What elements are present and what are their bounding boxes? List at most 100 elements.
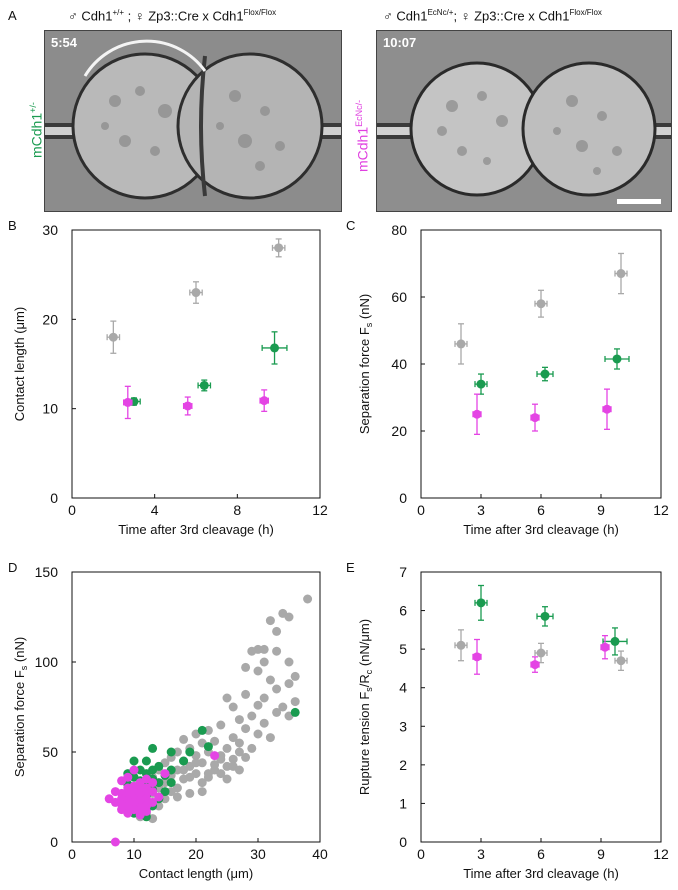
- data-point: [472, 409, 482, 419]
- plot-frame: [420, 229, 662, 499]
- female-symbol: ♀: [134, 8, 145, 24]
- data-point: [110, 837, 120, 847]
- data-point: [234, 747, 244, 757]
- data-point: [540, 369, 550, 379]
- plot-frame: [420, 571, 662, 843]
- data-point: [210, 736, 220, 746]
- series-magenta: [123, 385, 269, 420]
- side-label-left: mCdh1+/-: [28, 102, 45, 158]
- y-tick-label: 0: [50, 834, 58, 850]
- y-tick-label: 1: [399, 795, 407, 811]
- data-point: [185, 772, 195, 782]
- data-point: [179, 765, 189, 775]
- y-tick-label: 150: [35, 564, 59, 580]
- panel-label-d: D: [8, 560, 18, 575]
- data-point: [228, 702, 238, 712]
- data-point: [602, 404, 612, 414]
- data-point: [265, 733, 275, 743]
- data-point: [191, 288, 201, 298]
- data-point: [303, 594, 313, 604]
- x-tick-label: 9: [597, 502, 605, 518]
- data-point: [530, 413, 540, 423]
- data-point: [172, 747, 182, 757]
- data-point: [290, 707, 300, 717]
- data-point: [290, 671, 300, 681]
- data-point: [616, 656, 626, 666]
- series-green: [474, 348, 630, 395]
- data-point: [270, 343, 280, 353]
- data-point: [476, 598, 486, 608]
- data-point: [241, 689, 251, 699]
- series-magenta: [104, 751, 220, 847]
- micrograph-left: 5:54: [44, 30, 342, 212]
- panel-label-c: C: [346, 218, 356, 233]
- data-point: [216, 720, 226, 730]
- data-point: [476, 379, 486, 389]
- x-tick-label: 3: [477, 846, 485, 862]
- data-point: [203, 725, 213, 735]
- data-point: [234, 738, 244, 748]
- series-magenta: [472, 388, 612, 436]
- y-tick-label: 20: [42, 311, 58, 327]
- data-point: [278, 702, 288, 712]
- data-point: [253, 729, 263, 739]
- data-point: [241, 724, 251, 734]
- x-tick-label: 9: [597, 846, 605, 862]
- data-point: [241, 662, 251, 672]
- data-point: [247, 646, 257, 656]
- data-point: [265, 616, 275, 626]
- data-point: [259, 693, 269, 703]
- y-tick-label: 10: [42, 401, 58, 417]
- y-tick-label: 20: [391, 423, 407, 439]
- data-point: [290, 697, 300, 707]
- data-point: [228, 754, 238, 764]
- x-tick-label: 8: [233, 502, 241, 518]
- data-point: [108, 332, 118, 342]
- data-point: [234, 715, 244, 725]
- data-point: [284, 612, 294, 622]
- data-point: [612, 354, 622, 364]
- x-tick-label: 12: [312, 502, 328, 518]
- time-stamp-right: 10:07: [383, 35, 417, 50]
- x-axis-label: Time after 3rd cleavage (h): [463, 522, 619, 537]
- data-point: [274, 243, 284, 253]
- data-point: [234, 765, 244, 775]
- panel-label-a: A: [8, 8, 17, 23]
- right-genotype-label: ♂ Cdh1EcNc/+; ♀ Zp3::Cre x Cdh1Flox/Flox: [383, 8, 602, 24]
- y-tick-label: 40: [391, 356, 407, 372]
- plot-frame: [71, 229, 321, 499]
- data-point: [600, 642, 610, 652]
- data-point: [197, 778, 207, 788]
- series-gray: [454, 629, 628, 672]
- series-gray: [129, 594, 313, 824]
- data-point: [166, 747, 176, 757]
- y-tick-label: 0: [399, 490, 407, 506]
- male-symbol: ♂: [383, 8, 393, 24]
- data-point: [172, 792, 182, 802]
- x-tick-label: 0: [68, 846, 76, 862]
- x-tick-label: 12: [653, 502, 669, 518]
- data-point: [179, 734, 189, 744]
- data-point: [247, 743, 257, 753]
- female-symbol: ♀: [460, 8, 471, 24]
- data-point: [222, 774, 232, 784]
- data-point: [160, 787, 170, 797]
- micrograph-right: 10:07: [376, 30, 672, 212]
- data-point: [203, 772, 213, 782]
- side-label-right: mCdh1EcNc/-: [354, 99, 371, 172]
- data-point: [123, 808, 133, 818]
- series-green: [474, 584, 628, 656]
- y-tick-label: 100: [35, 654, 59, 670]
- data-point: [540, 611, 550, 621]
- data-point: [166, 778, 176, 788]
- data-point: [197, 787, 207, 797]
- male-symbol: ♂: [68, 8, 78, 24]
- scale-bar: [617, 199, 661, 204]
- y-tick-label: 0: [50, 490, 58, 506]
- x-axis-label: Time after 3rd cleavage (h): [463, 866, 619, 881]
- y-tick-label: 2: [399, 757, 407, 773]
- data-point: [135, 810, 145, 820]
- data-point: [222, 761, 232, 771]
- panel-label-e: E: [346, 560, 355, 575]
- data-point: [160, 778, 170, 788]
